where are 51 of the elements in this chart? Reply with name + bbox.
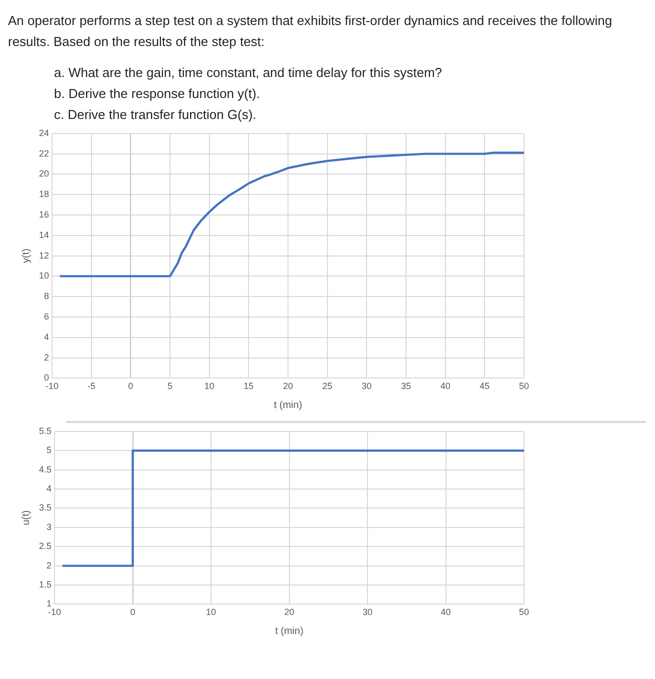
y-tick-label: 8: [44, 291, 50, 302]
y-tick-label: 12: [38, 250, 50, 260]
y-tick-label: 2.5: [38, 541, 52, 552]
y-tick-label: 4: [46, 483, 52, 494]
y-tick-label: 5: [46, 445, 52, 456]
y-tick-label: 2: [46, 560, 52, 570]
y-tick-label: 10: [38, 270, 50, 281]
x-tick-label: -10: [48, 607, 62, 618]
y-tick-label: 20: [38, 168, 50, 179]
x-tick-label: 10: [206, 607, 216, 618]
x-tick-label: 5: [168, 381, 173, 392]
x-tick-label: 25: [322, 381, 332, 392]
y-tick-label: 5.5: [38, 426, 52, 436]
x-tick-label: 45: [480, 381, 490, 392]
x-tick-label: -10: [46, 381, 59, 392]
y-tick-label: 6: [44, 311, 50, 322]
x-tick-label: 30: [362, 381, 372, 392]
x-tick-label: 30: [362, 607, 373, 618]
x-tick-label: 10: [204, 381, 214, 392]
x-tick-label: 50: [518, 381, 530, 392]
y-tick-label: 18: [38, 189, 50, 200]
y-tick-label: 4.5: [38, 464, 52, 474]
x-tick-label: 0: [130, 607, 136, 618]
y-tick-label: 1: [46, 598, 52, 609]
text: c. Derive the transfer function G(s).: [54, 106, 258, 124]
x-tick-label: 50: [518, 607, 530, 618]
y-tick-label: 2: [44, 352, 50, 362]
x-tick-label: 20: [284, 607, 294, 618]
y-tick-label: 14: [38, 230, 50, 240]
y-tick-label: 3.5: [38, 502, 52, 513]
y-tick-label: 0: [44, 372, 50, 383]
y-tick-label: 3: [46, 522, 52, 532]
x-tick-label: 35: [400, 381, 412, 392]
y-tick-label: 1.5: [38, 579, 52, 590]
x-tick-label: 15: [244, 381, 254, 392]
text: b. Derive the response function y(t).: [54, 85, 261, 103]
y-tick-label: 22: [38, 148, 50, 158]
x-axis-title: t (min): [275, 626, 304, 637]
x-tick-label: 40: [440, 607, 451, 618]
x-tick-label: 20: [283, 381, 294, 392]
y-tick-label: 16: [38, 209, 50, 220]
chart-title: An operator performs a step test on a system that exhibits first-order dynamics and receives the following results. Based on the results of the step test:: [8, 12, 614, 51]
y-axis-title: u(t): [20, 510, 32, 526]
x-tick-label: -5: [87, 381, 96, 392]
y-tick-label: 4: [44, 332, 50, 342]
y-axis-title: y(t): [20, 248, 32, 264]
x-tick-label: 0: [128, 381, 134, 392]
y-tick-label: 24: [38, 128, 50, 138]
text: a. What are the gain, time constant, and time delay for this system?: [54, 64, 444, 82]
x-axis-title: t (min): [274, 400, 302, 411]
x-tick-label: 40: [440, 381, 450, 392]
